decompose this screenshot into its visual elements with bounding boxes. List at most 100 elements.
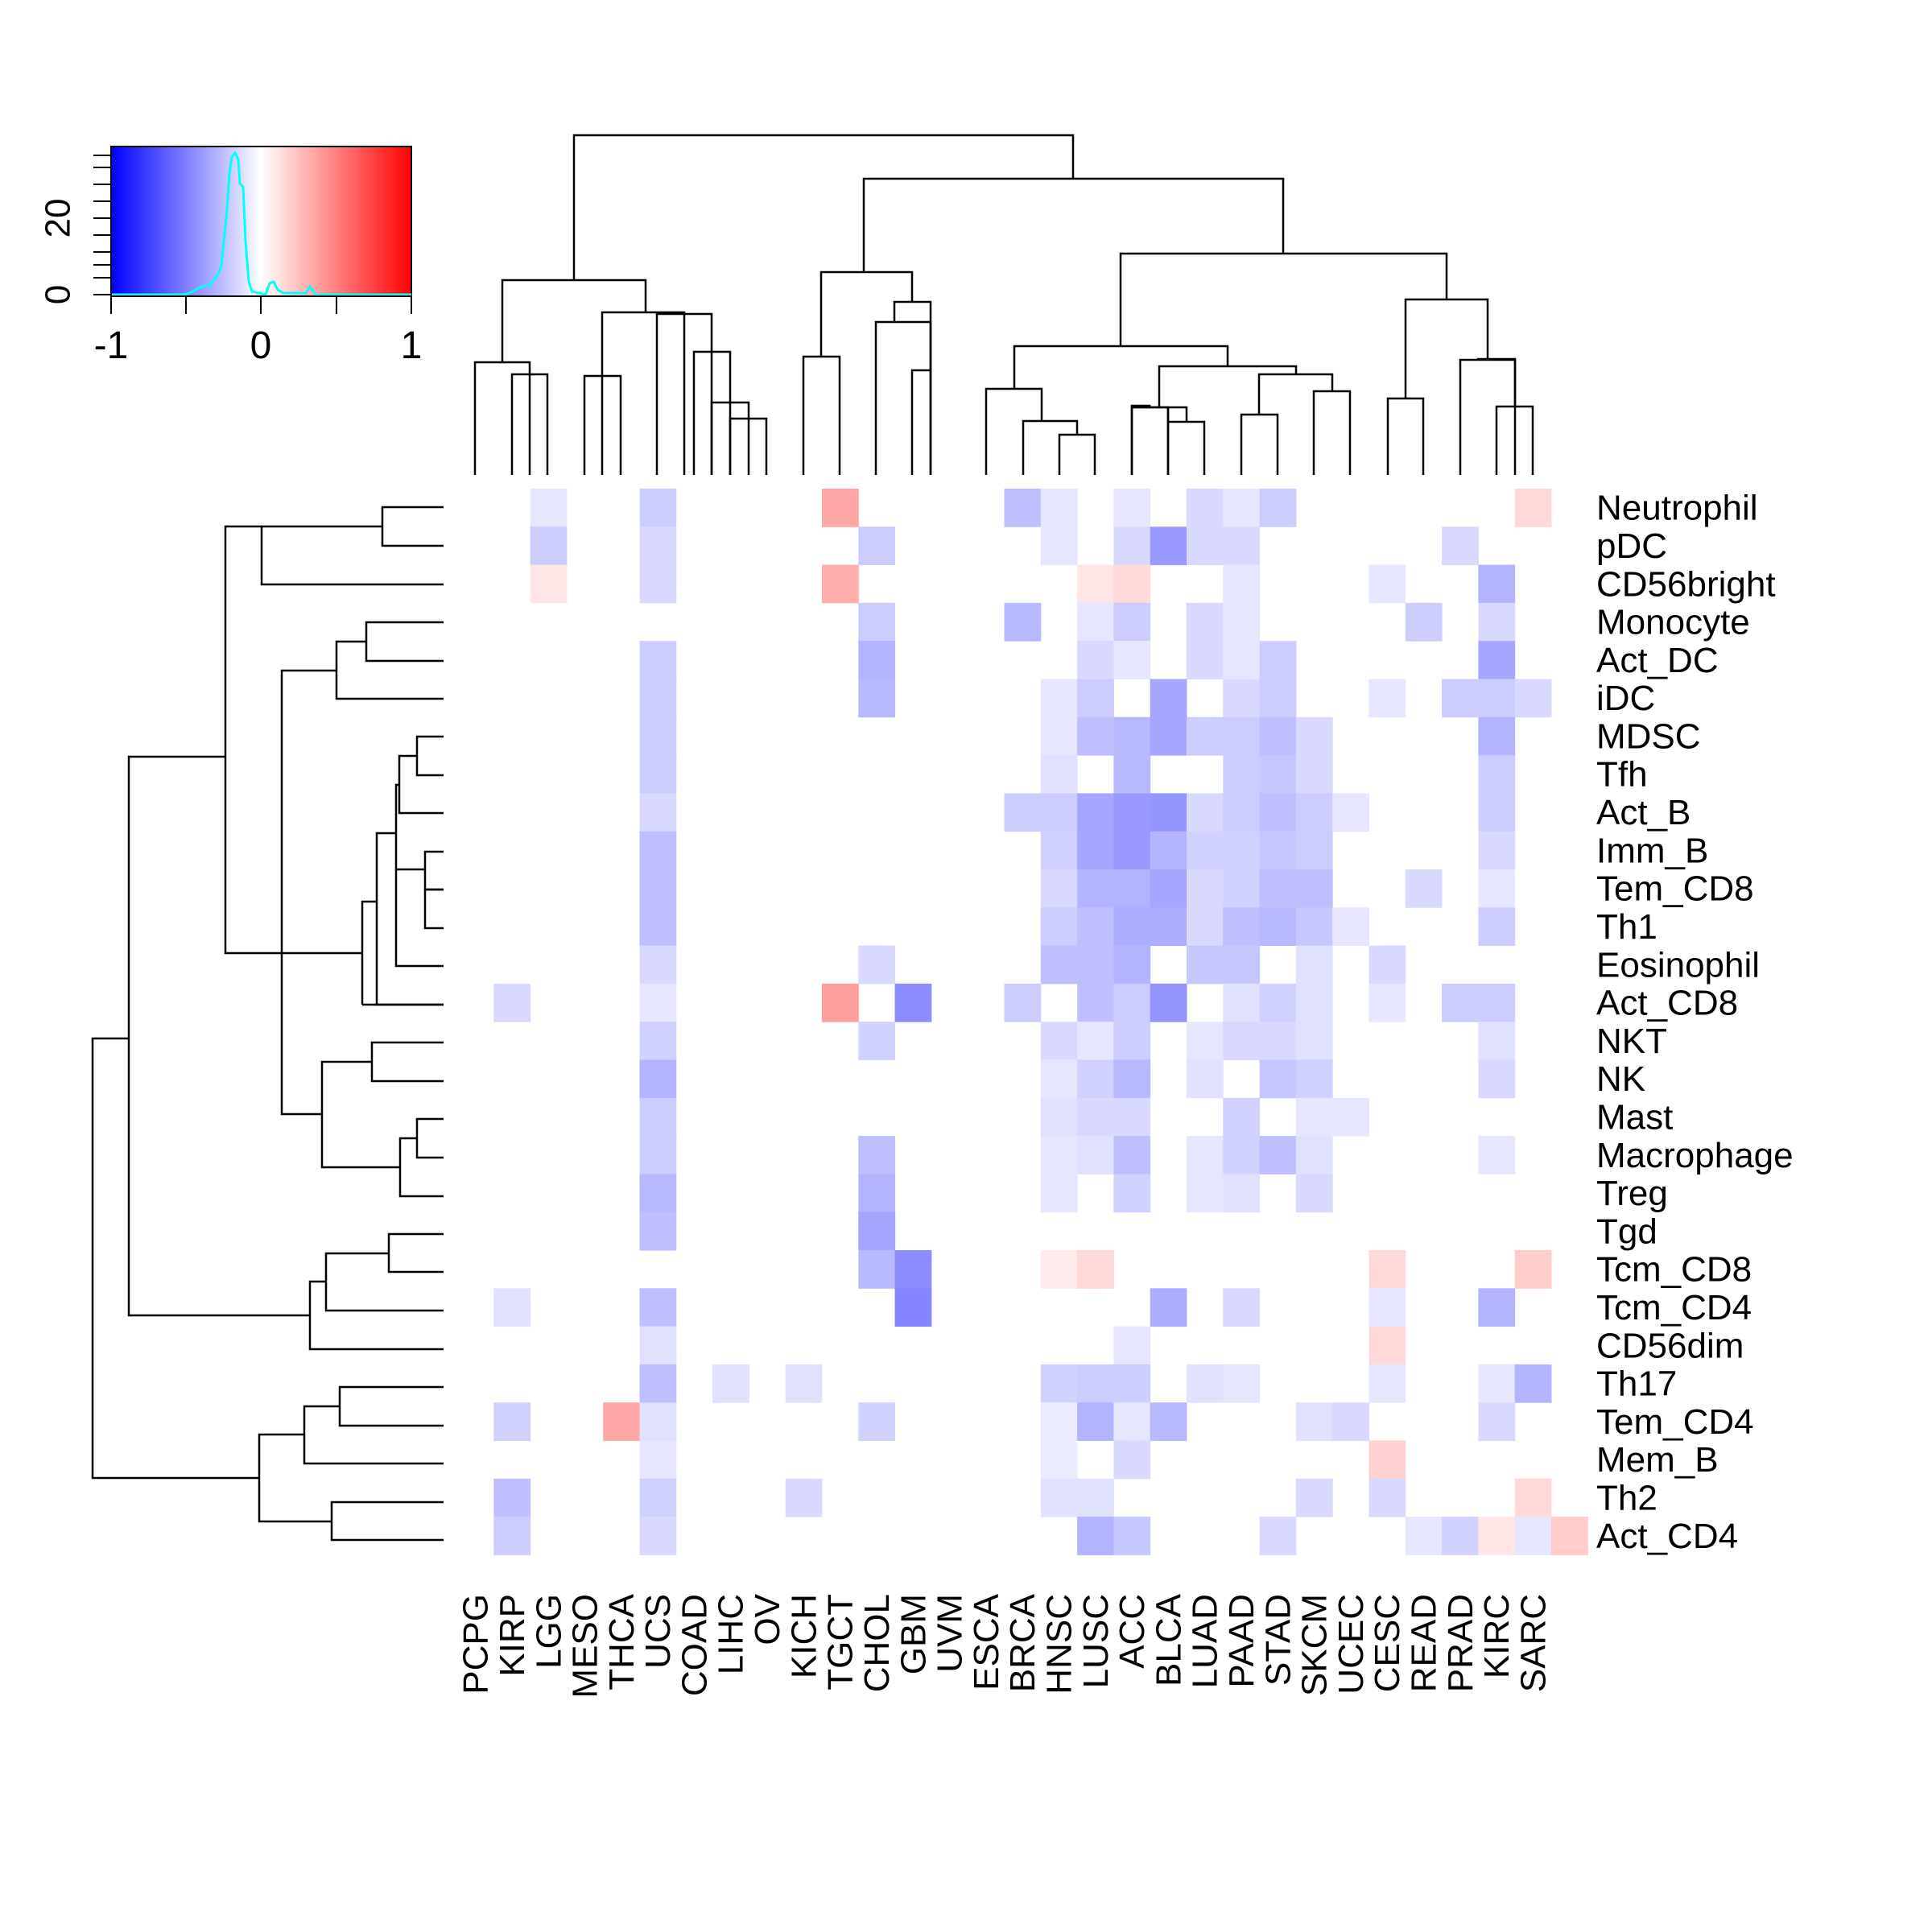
heatmap-cell-Act_CD8-CESC [1368, 983, 1406, 1022]
heatmap-cell-Tem_CD4-UCEC [1332, 1402, 1369, 1441]
column-label-LGG: LGG [529, 1594, 568, 1669]
heatmap-cell-Tfh-SKCM [1295, 755, 1333, 794]
heatmap-cell-Th2-KIRP [493, 1478, 531, 1517]
heatmap-cell-Act_CD8-BRCA [1004, 983, 1042, 1022]
row-label-Act_CD8: Act_CD8 [1596, 984, 1738, 1023]
heatmap-cell-Tcm_CD4-PAAD [1223, 1288, 1261, 1327]
heatmap-cell-Tcm_CD8-CHOL [858, 1250, 896, 1289]
heatmap-cell-Act_B-HNSC [1040, 793, 1078, 832]
heatmap-cell-Tcm_CD4-CESC [1368, 1288, 1406, 1327]
heatmap-cell-Th17-LUAD [1187, 1364, 1224, 1403]
heatmap-cell-Th1-PAAD [1223, 907, 1261, 947]
heatmap-cell-Tcm_CD4-KIRC [1478, 1288, 1516, 1327]
heatmap-cell-NK-LUSC [1077, 1059, 1114, 1099]
heatmap-cell-NKT-CHOL [858, 1022, 896, 1060]
heatmap-cell-Eosinophil-UCS [639, 945, 677, 985]
heatmap-cell-Act_DC-CHOL [858, 641, 896, 679]
heatmap-cell-Treg-PAAD [1223, 1174, 1261, 1213]
heatmap-cell-Imm_B-STAD [1259, 831, 1297, 870]
column-label-BLCA: BLCA [1149, 1593, 1188, 1686]
row-label-Treg: Treg [1596, 1174, 1668, 1213]
heatmap-cell-NK-KIRC [1478, 1059, 1516, 1099]
heatmap-cell-Act_CD8-KIRP [493, 983, 531, 1022]
column-label-PAAD: PAAD [1222, 1594, 1261, 1688]
heatmap-cell-CD56bright-ACC [1113, 564, 1151, 604]
heatmap-cell-Act_CD8-BLCA [1150, 983, 1187, 1022]
heatmap-cell-iDC-UCS [639, 679, 677, 718]
color-key-xtick-1: 1 [401, 324, 423, 367]
heatmap-cell-iDC-SARC [1514, 679, 1552, 718]
heatmap-cell-Tfh-ACC [1113, 755, 1151, 794]
column-label-LUSC: LUSC [1076, 1594, 1116, 1688]
heatmap-cell-Act_B-STAD [1259, 793, 1297, 832]
heatmap-cell-Tcm_CD8-LUSC [1077, 1250, 1114, 1289]
heatmap-cell-Imm_B-PAAD [1223, 831, 1261, 870]
heatmap-cell-MDSC-PAAD [1223, 716, 1261, 756]
heatmap-cell-Tcm_CD4-UCS [639, 1288, 677, 1327]
heatmap-cell-Treg-ACC [1113, 1174, 1151, 1213]
heatmap-cell-Th17-KIRC [1478, 1364, 1516, 1403]
heatmap-cell-iDC-KIRC [1478, 679, 1516, 718]
heatmap-cell-Th17-PAAD [1223, 1364, 1261, 1403]
heatmap-cell-Imm_B-BLCA [1150, 831, 1187, 870]
heatmap-cell-Th2-CESC [1368, 1478, 1406, 1517]
heatmap-cell-Th17-LUSC [1077, 1364, 1114, 1403]
heatmap-cell-Act_CD4-PRAD [1442, 1517, 1479, 1555]
heatmap-cell-Tfh-HNSC [1040, 755, 1078, 794]
column-label-STAD: STAD [1258, 1594, 1298, 1686]
row-label-iDC: iDC [1596, 679, 1655, 718]
row-label-pDC: pDC [1596, 526, 1667, 566]
color-key: 0 20 -1 0 1 [39, 146, 423, 367]
heatmap-cell-Th1-UCS [639, 907, 677, 947]
heatmap-cell-Mast-PAAD [1223, 1097, 1261, 1137]
heatmap-cell-Mem_B-CESC [1368, 1440, 1406, 1480]
heatmap-cell-Eosinophil-SKCM [1295, 945, 1333, 985]
heatmap-cell-NKT-PAAD [1223, 1022, 1261, 1060]
heatmap-cell-Tem_CD8-LUAD [1187, 869, 1224, 908]
heatmap-cell-pDC-LUAD [1187, 526, 1224, 566]
heatmap-cell-Tfh-KIRC [1478, 755, 1516, 794]
heatmap-cell-CD56bright-CESC [1368, 564, 1406, 604]
column-label-LIHC: LIHC [712, 1594, 751, 1674]
heatmap-cell-MDSC-HNSC [1040, 716, 1078, 756]
heatmap-cell-Neutrophil-LGG [530, 489, 568, 527]
heatmap-cell-NK-STAD [1259, 1059, 1297, 1099]
heatmap-cell-Tcm_CD8-HNSC [1040, 1250, 1078, 1289]
heatmap-cell-pDC-ACC [1113, 526, 1151, 566]
color-key-xtick-0: 0 [250, 324, 272, 367]
heatmap-cell-Tem_CD4-LUSC [1077, 1402, 1114, 1441]
column-label-TGCT: TGCT [821, 1594, 861, 1690]
heatmap-cell-Tcm_CD4-KIRP [493, 1288, 531, 1327]
heatmap-cell-Th17-SARC [1514, 1364, 1552, 1403]
heatmap-cell-Th17-UCS [639, 1364, 677, 1403]
heatmap-cell-MDSC-STAD [1259, 716, 1297, 756]
heatmap-cell-Tem_CD4-UCS [639, 1402, 677, 1441]
heatmap-cell-Act_CD8-UCS [639, 983, 677, 1022]
heatmap-cell-Act_CD8-TGCT [822, 983, 859, 1022]
heatmap-cell-Act_DC-UCS [639, 641, 677, 679]
heatmap-cell-Th17-HNSC [1040, 1364, 1078, 1403]
heatmap-cell-Act_DC-STAD [1259, 641, 1297, 679]
row-label-Th17: Th17 [1596, 1364, 1677, 1404]
heatmap-cell-Act_CD8-LUSC [1077, 983, 1114, 1022]
heatmap-cell-Act_CD8-ACC [1113, 983, 1151, 1022]
heatmap-cell-NKT-STAD [1259, 1022, 1297, 1060]
heatmap-cell-Act_B-BLCA [1150, 793, 1187, 832]
heatmap-cell-Act_B-KIRC [1478, 793, 1516, 832]
heatmap-cell-Tem_CD4-CHOL [858, 1402, 896, 1441]
heatmap-cell-iDC-LUSC [1077, 679, 1114, 718]
heatmap-cell-iDC-CHOL [858, 679, 896, 718]
row-label-Mast: Mast [1596, 1098, 1673, 1137]
heatmap-cell-Act_DC-LUAD [1187, 641, 1224, 679]
column-label-PCPG: PCPG [456, 1594, 496, 1695]
heatmap-cell-Tfh-STAD [1259, 755, 1297, 794]
heatmap-cell-Tem_CD8-ACC [1113, 869, 1151, 908]
row-label-CD56dim: CD56dim [1596, 1326, 1744, 1365]
heatmap-cell-Act_CD8-STAD [1259, 983, 1297, 1022]
heatmap-cell-Tem_CD4-KIRP [493, 1402, 531, 1441]
heatmap-cell-Act_CD8-SKCM [1295, 983, 1333, 1022]
row-label-Act_DC: Act_DC [1596, 641, 1719, 680]
heatmap-cell-pDC-PRAD [1442, 526, 1479, 566]
heatmap-cell-Neutrophil-UCS [639, 489, 677, 527]
heatmap-cell-Tgd-CHOL [858, 1212, 896, 1251]
